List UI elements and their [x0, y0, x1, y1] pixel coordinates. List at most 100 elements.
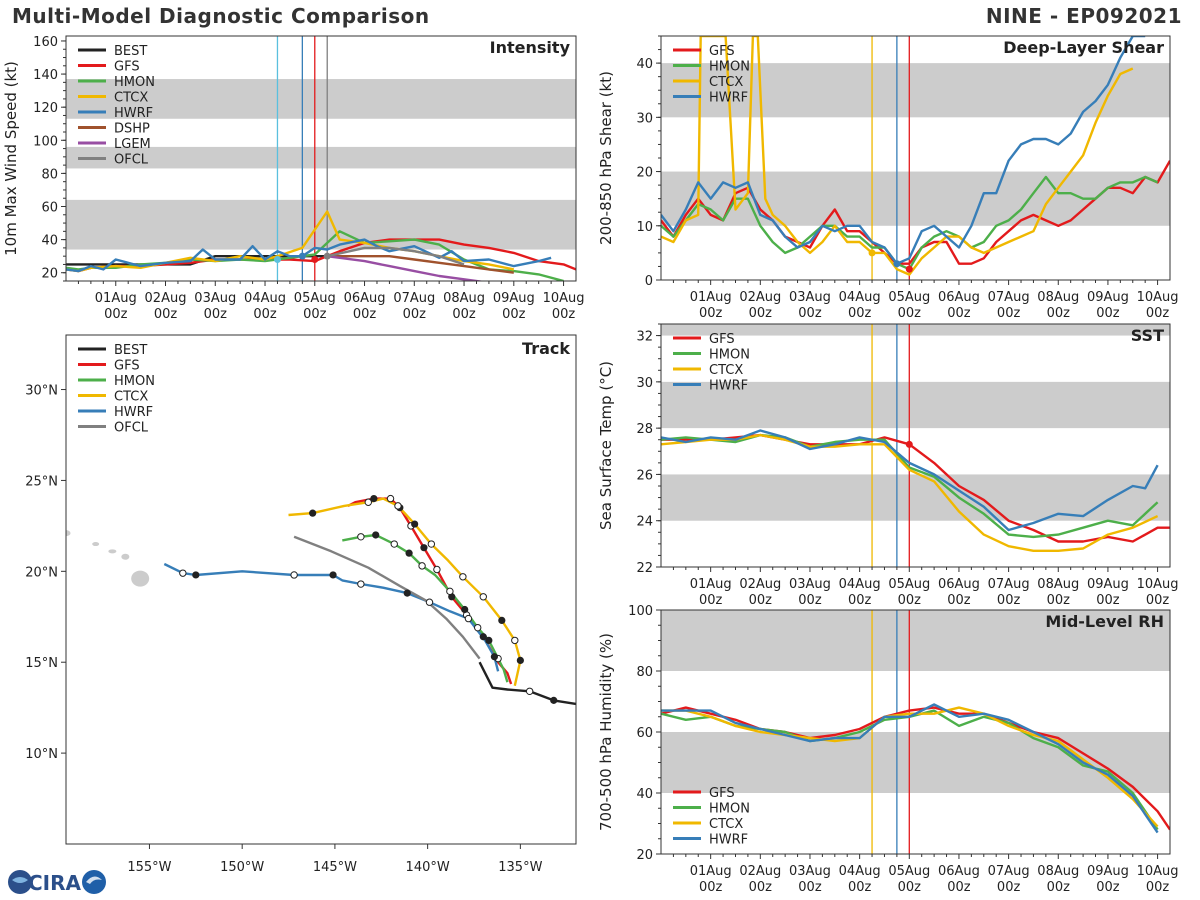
track-point-open — [511, 636, 519, 645]
track-ytick-label: 20°N — [25, 565, 58, 580]
track-point-open — [357, 533, 365, 541]
track-xtick-label: 135°W — [498, 860, 542, 875]
shear-ytick-label: 10 — [636, 220, 653, 235]
track-point-open — [464, 614, 473, 623]
hawaii-island — [121, 553, 130, 560]
rh-ytick-label: 80 — [636, 665, 653, 680]
track-point-filled — [479, 633, 487, 641]
track-point-open — [446, 587, 454, 596]
hawaii-island — [66, 530, 71, 537]
intensity-legend-label-gfs: GFS — [114, 60, 140, 75]
shear-series-hwrf — [661, 36, 1146, 265]
intensity-legend-label-ctcx: CTCX — [114, 91, 148, 106]
sst-legend-label-ctcx: CTCX — [709, 363, 743, 378]
shear-ytick-label: 20 — [636, 166, 653, 181]
sst-xtick-hour: 00z — [1047, 593, 1071, 608]
shear-title: Deep-Layer Shear — [1003, 38, 1164, 57]
intensity-ytick-label: 100 — [33, 134, 58, 149]
rh-legend-label-gfs: GFS — [709, 786, 735, 801]
sst-legend-label-gfs: GFS — [709, 332, 735, 347]
intensity-band-2 — [66, 79, 576, 119]
logo-text: CIRA — [28, 871, 82, 895]
cira-logo: CIRA — [8, 870, 106, 895]
track-point-open — [364, 498, 372, 506]
shear-ytick-label: 0 — [645, 274, 653, 289]
shear-xtick-hour: 00z — [1096, 306, 1120, 321]
track-series-ofcl — [293, 535, 481, 660]
hawaii-island — [92, 542, 100, 547]
sst-xtick-hour: 00z — [699, 593, 723, 608]
shear-legend-label-hwrf: HWRF — [709, 91, 748, 106]
rh-xtick-hour: 00z — [1096, 880, 1120, 895]
track-frame — [65, 334, 577, 845]
intensity-xtick-hour: 00z — [552, 307, 576, 322]
track-point-open — [474, 623, 482, 632]
hawaii-island — [131, 570, 150, 587]
track-legend-label-hwrf: HWRF — [114, 405, 153, 420]
sst-frame — [660, 323, 1171, 568]
track-xtick-label: 140°W — [406, 860, 450, 875]
sst-xtick-day: 08Aug — [1037, 577, 1079, 592]
intensity-xtick-hour: 00z — [154, 307, 178, 322]
track-legend-label-gfs: GFS — [114, 359, 140, 374]
shear-xtick-hour: 00z — [898, 306, 922, 321]
intensity-legend-label-lgem: LGEM — [114, 137, 151, 152]
rh-title: Mid-Level RH — [1045, 612, 1164, 631]
track-point-open — [425, 598, 434, 606]
rh-xtick-hour: 00z — [1047, 880, 1071, 895]
sst-band-0 — [661, 474, 1170, 521]
intensity-xtick-day: 02Aug — [145, 291, 187, 306]
track-point-filled — [498, 616, 506, 625]
rh-band-1 — [661, 610, 1170, 671]
sst-band-1 — [661, 381, 1170, 429]
sst-ytick-label: 30 — [636, 376, 653, 391]
sst-xtick-day: 05Aug — [888, 577, 930, 592]
sst-ytick-label: 26 — [636, 468, 653, 483]
rh-xtick-day: 01Aug — [690, 864, 732, 879]
intensity-xtick-day: 01Aug — [95, 291, 137, 306]
rh-ytick-label: 40 — [636, 787, 653, 802]
rh-xtick-hour: 00z — [997, 880, 1021, 895]
rh-xtick-day: 06Aug — [938, 864, 980, 879]
track-point-filled — [550, 696, 558, 704]
shear-xtick-hour: 00z — [1146, 306, 1170, 321]
intensity-series-ofcl — [326, 246, 465, 266]
track-point-filled — [192, 571, 200, 579]
rh-legend-label-ctcx: CTCX — [709, 817, 743, 832]
sst-xtick-hour: 00z — [1096, 593, 1120, 608]
intensity-legend-label-ofcl: OFCL — [114, 153, 149, 168]
track-point-open — [459, 573, 467, 581]
sst-ytick-label: 32 — [636, 330, 653, 345]
intensity-xtick-day: 04Aug — [244, 291, 286, 306]
intensity-xtick-day: 07Aug — [393, 291, 435, 306]
shear-legend-label-gfs: GFS — [709, 44, 735, 59]
rh-ytick-label: 100 — [628, 604, 653, 619]
sst-xtick-day: 01Aug — [690, 577, 732, 592]
storm-id-title: NINE - EP092021 — [985, 4, 1182, 28]
rh-ytick-label: 60 — [636, 726, 653, 741]
shear-xtick-hour: 00z — [798, 306, 822, 321]
shear-legend-label-ctcx: CTCX — [709, 75, 743, 90]
shear-xtick-day: 07Aug — [988, 290, 1030, 305]
rh-xtick-hour: 00z — [947, 880, 971, 895]
rh-band-0 — [661, 732, 1170, 793]
globe-highlight — [12, 877, 28, 883]
sst-series-ctcx — [661, 433, 1159, 552]
track-point-open — [433, 565, 441, 574]
shear-xtick-day: 03Aug — [789, 290, 831, 305]
sst-xtick-day: 10Aug — [1137, 577, 1179, 592]
track-point-filled — [329, 571, 337, 579]
intensity-ytick-label: 20 — [41, 267, 58, 282]
track-series-group — [66, 494, 576, 706]
rh-legend-label-hwrf: HWRF — [709, 833, 748, 848]
sst-xtick-day: 07Aug — [988, 577, 1030, 592]
intensity-ytick-label: 140 — [33, 68, 58, 83]
sst-xtick-hour: 00z — [898, 593, 922, 608]
track-series-gfs — [347, 497, 513, 685]
sst-legend-label-hwrf: HWRF — [709, 379, 748, 394]
intensity-xtick-hour: 00z — [403, 307, 427, 322]
track-point-filled — [370, 495, 378, 503]
rh-xtick-day: 08Aug — [1037, 864, 1079, 879]
sst-xtick-hour: 00z — [749, 593, 773, 608]
